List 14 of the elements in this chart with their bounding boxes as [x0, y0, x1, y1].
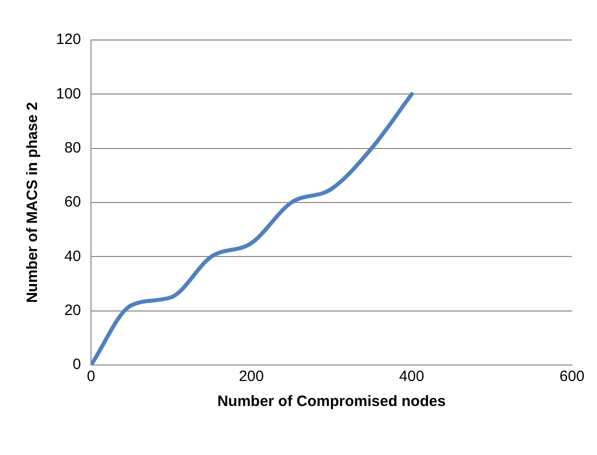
line-series [91, 92, 414, 365]
x-axis-title: Number of Compromised nodes [217, 393, 446, 410]
x-tick-label: 400 [399, 368, 424, 386]
y-tick-label: 20 [64, 302, 82, 319]
x-tick-label: 0 [86, 368, 96, 386]
x-tick-label: 600 [559, 368, 585, 386]
y-tick-label: 120 [56, 31, 82, 48]
y-tick-label: 40 [64, 248, 82, 265]
y-tick-label: 0 [72, 356, 82, 374]
y-tick-label: 80 [64, 139, 82, 156]
y-tick-label: 60 [64, 194, 82, 211]
x-tick-label: 200 [238, 368, 264, 386]
y-axis-title: Number of MACS in phase 2 [24, 102, 42, 303]
y-tick-label: 100 [56, 85, 82, 102]
